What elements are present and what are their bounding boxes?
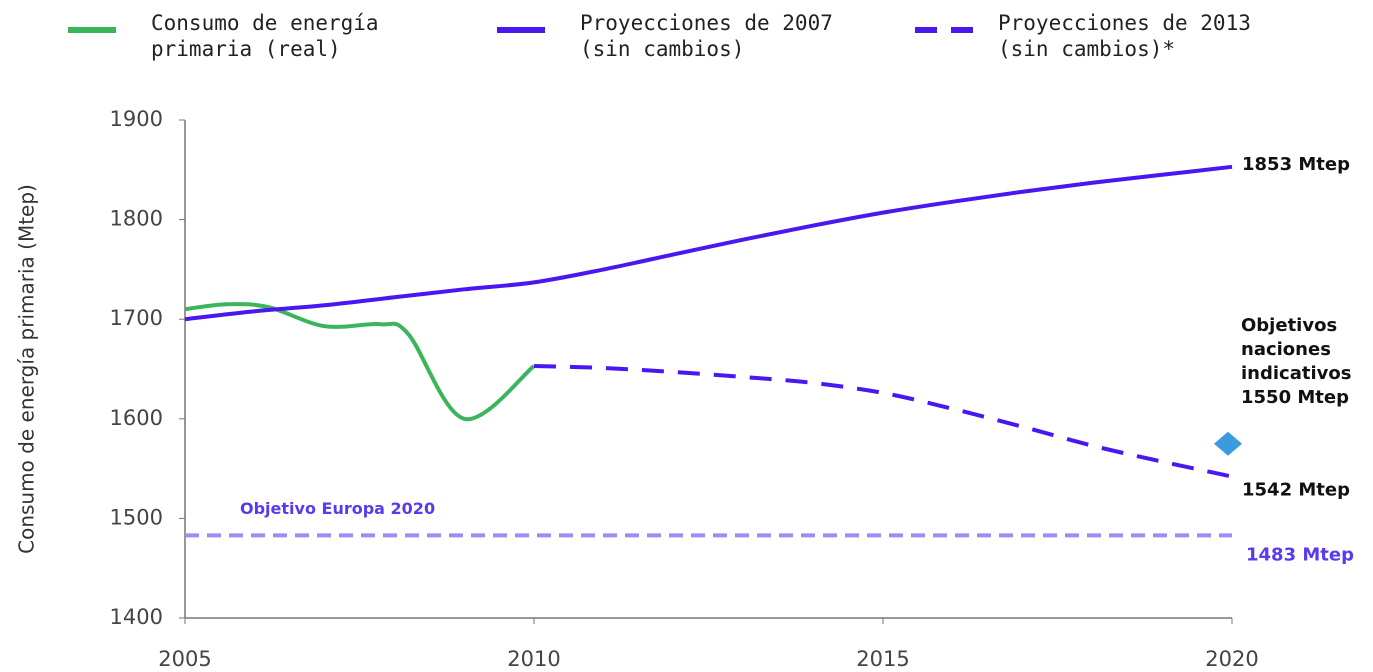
target-marker <box>1214 431 1242 456</box>
y-tick-label: 1400 <box>110 605 163 629</box>
x-tick-label: 2020 <box>1205 647 1258 671</box>
value-label: 1542 Mtep <box>1242 480 1350 501</box>
legend-label: Proyecciones de 2007 (sin cambios) <box>580 11 833 61</box>
series-line <box>184 302 536 421</box>
reference-value-label: 1483 Mtep <box>1246 544 1354 565</box>
reference-label: Objetivo Europa 2020 <box>240 499 435 518</box>
marker-label: Objetivos naciones indicativos 1550 Mtep <box>1241 315 1352 408</box>
series-line <box>533 364 1233 479</box>
value-label: 1853 Mtep <box>1242 154 1350 175</box>
y-tick-label: 1500 <box>110 505 163 529</box>
y-tick-label: 1600 <box>110 406 163 430</box>
y-tick-label: 1800 <box>110 207 163 231</box>
y-axis-label: Consumo de energía primaria (Mtep) <box>15 184 39 554</box>
y-tick-label: 1900 <box>110 107 163 131</box>
x-tick-label: 2010 <box>507 647 560 671</box>
legend-label: Consumo de energía primaria (real) <box>151 11 379 61</box>
x-tick-label: 2015 <box>856 647 909 671</box>
series-line <box>184 164 1233 322</box>
y-tick-label: 1700 <box>110 306 163 330</box>
x-tick-label: 2005 <box>158 647 211 671</box>
legend-label: Proyecciones de 2013 (sin cambios)* <box>998 11 1251 61</box>
